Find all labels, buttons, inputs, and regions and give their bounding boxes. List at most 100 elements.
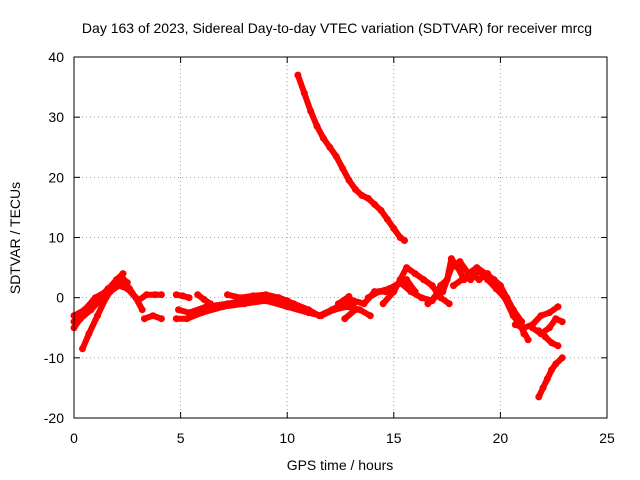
data-point [300,89,308,97]
x-axis-label: GPS time / hours [287,457,394,473]
y-tick-label: 40 [48,49,64,65]
data-point [445,300,453,308]
series-arc-12 [294,71,408,244]
series-arc-9 [194,291,214,308]
data-point [76,315,84,323]
y-tick-label: 30 [48,109,64,125]
x-tick-label: 25 [599,430,615,446]
data-point [501,294,509,302]
plot-area [70,71,566,401]
data-point [106,288,114,296]
data-point [439,288,447,296]
series-arc-8 [172,291,193,302]
data-point [420,276,428,284]
data-point [183,315,191,323]
data-point [364,194,372,202]
data-point [375,288,383,296]
data-point [132,294,140,302]
series-arc-4 [70,282,146,332]
series-arc-14 [364,279,436,305]
data-point [545,324,553,332]
data-point [206,300,214,308]
data-point [548,339,556,347]
data-point [447,264,455,272]
data-point [140,315,148,323]
data-point [379,300,387,308]
data-point [360,300,368,308]
data-point [450,282,457,290]
data-point [351,306,359,314]
y-tick-label: -10 [44,350,64,366]
series-arc-11 [334,293,359,323]
data-point [79,345,86,353]
data-point [437,294,445,302]
data-point [290,300,298,308]
data-point [509,306,517,314]
data-point [401,237,408,244]
data-point [492,285,500,293]
data-point [179,292,187,300]
data-point [117,273,125,281]
data-point [326,143,334,151]
data-point [94,312,101,320]
data-point [307,107,315,115]
data-point [558,354,566,362]
data-point [558,318,566,326]
data-point [334,300,342,308]
data-point [511,321,519,329]
y-tick-label: -20 [44,410,64,426]
data-point [545,309,553,317]
data-point [552,315,560,323]
data-point [275,294,283,302]
data-point [403,264,411,272]
data-point [475,267,483,275]
gridlines [74,57,607,418]
data-point [185,294,193,302]
data-point [172,291,180,299]
data-point [396,279,404,287]
data-point [456,258,464,266]
data-point [262,291,270,299]
data-point [351,185,359,193]
data-point [364,294,372,302]
data-point [418,294,425,302]
data-point [313,122,321,130]
x-tick-label: 20 [493,430,509,446]
data-point [524,336,532,344]
y-tick-label: 0 [56,290,64,306]
data-point [407,288,415,296]
data-point [328,306,336,314]
data-point [249,292,257,300]
y-axis-label: SDTVAR / TECUs [7,182,23,294]
series-arc-21 [535,327,562,350]
data-point [319,134,327,142]
data-point [339,164,347,172]
data-point [194,291,202,299]
data-point [411,270,419,278]
data-point [236,294,244,302]
data-point [535,393,543,401]
series-arc-5 [140,312,165,323]
x-tick-label: 15 [386,430,402,446]
data-point [149,312,157,320]
series-arc-19 [511,303,562,332]
data-point [341,315,349,323]
data-point [172,315,180,323]
data-point [96,297,104,305]
data-point [552,360,560,368]
data-point [294,71,302,79]
data-point [305,306,312,314]
data-point [358,191,366,199]
data-point [332,152,340,160]
data-point [123,285,131,293]
data-point [185,309,193,317]
data-point [345,293,353,300]
x-tick-label: 10 [279,430,295,446]
data-point [283,297,291,305]
data-point [143,291,150,299]
series-arc-18 [467,267,526,326]
data-point [383,215,391,223]
data-point [366,312,374,320]
chart-title: Day 163 of 2023, Sidereal Day-to-day VTE… [82,20,592,36]
series-arc-22 [535,354,566,401]
